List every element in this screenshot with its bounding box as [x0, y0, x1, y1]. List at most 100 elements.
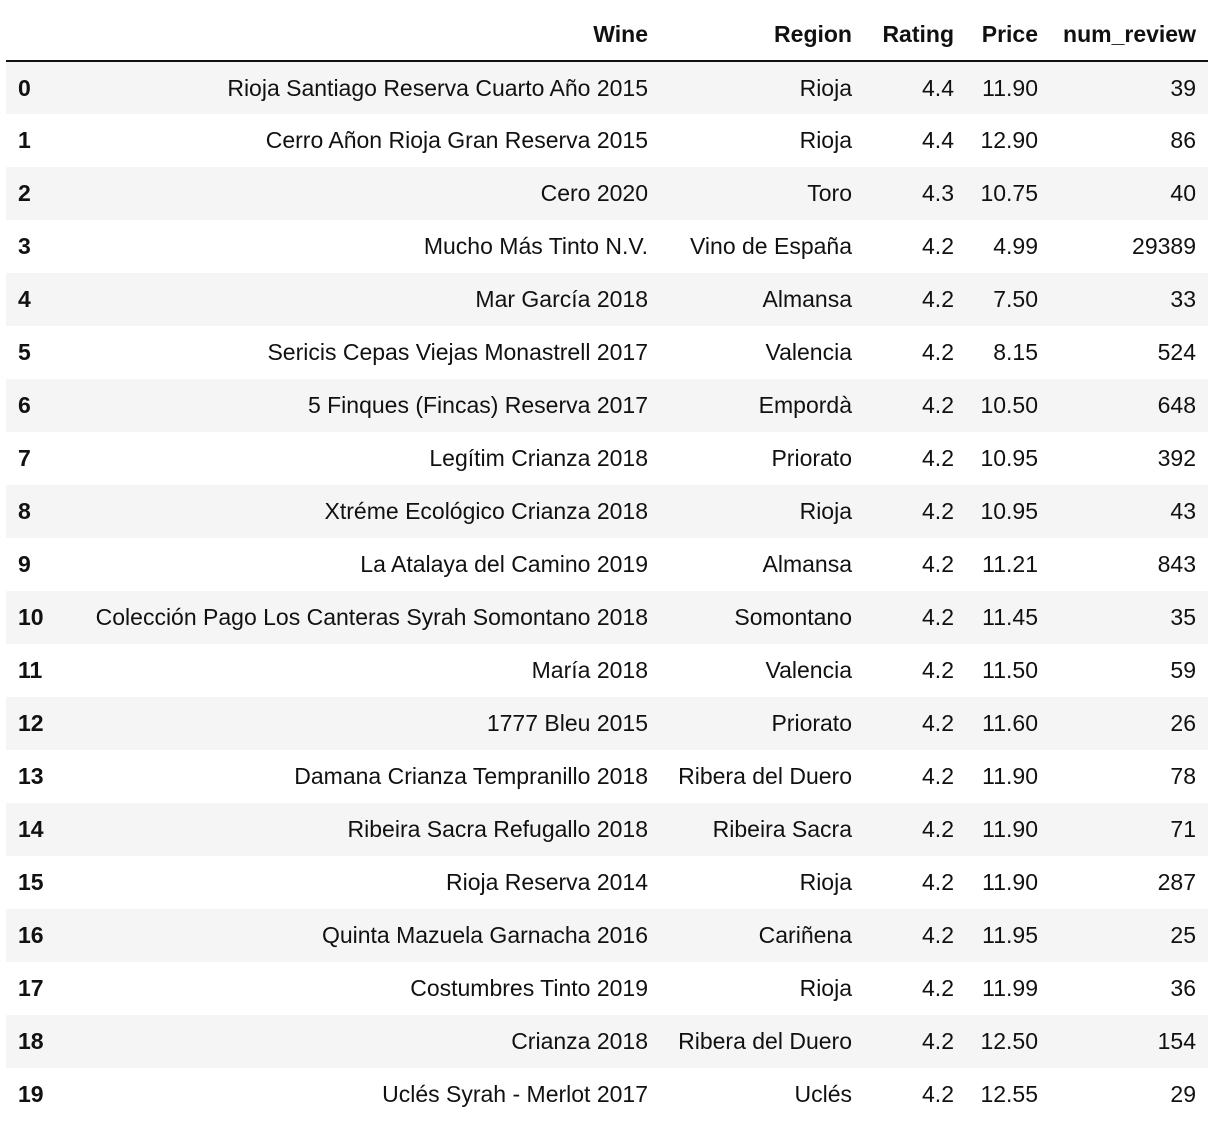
cell-region: Priorato [771, 710, 852, 736]
cell-wine: Cero 2020 [540, 180, 648, 206]
table-row: 6 5 Finques (Fincas) Reserva 2017 Empordà 4… [6, 379, 1208, 432]
cell-wine: 1777 Bleu 2015 [486, 710, 648, 736]
cell-num-review: 39 [1170, 74, 1196, 101]
cell-price: 4.99 [993, 233, 1038, 259]
row-index: 2 [18, 180, 31, 206]
cell-region: Toro [807, 180, 852, 206]
cell-rating: 4.2 [922, 710, 954, 736]
cell-region: Ribera del Duero [678, 1028, 852, 1054]
cell-wine: Cerro Añon Rioja Gran Reserva 2015 [265, 127, 648, 153]
cell-num-review: 33 [1170, 286, 1196, 312]
cell-rating: 4.2 [922, 551, 954, 577]
cell-num-review: 154 [1157, 1028, 1196, 1054]
table-row: 16 Quinta Mazuela Garnacha 2016 Cariñena 4.… [6, 909, 1208, 962]
cell-region: Rioja [799, 127, 852, 153]
cell-price: 8.15 [993, 339, 1038, 365]
table-row: 2 Cero 2020 Toro 4.3 10.75 40 [6, 167, 1208, 220]
cell-num-review: 35 [1170, 604, 1196, 630]
cell-region: Rioja [799, 498, 852, 524]
cell-price: 10.95 [980, 445, 1038, 471]
cell-region: Somontano [734, 604, 852, 630]
cell-price: 11.90 [982, 74, 1038, 101]
table-row: 11 María 2018 Valencia 4.2 11.50 59 [6, 644, 1208, 697]
table-body: 0 Rioja Santiago Reserva Cuarto Año 2015 R… [6, 61, 1208, 1121]
cell-region: Rioja [799, 869, 852, 895]
cell-region: Almansa [762, 286, 852, 312]
row-index: 4 [18, 286, 31, 312]
cell-wine: Crianza 2018 [511, 1028, 648, 1054]
cell-num-review: 78 [1170, 763, 1196, 789]
wine-table: Wine Region Rating Price num_review 0 Rio… [6, 8, 1208, 1121]
table-header: Wine Region Rating Price num_review [6, 8, 1208, 62]
cell-wine: 5 Finques (Fincas) Reserva 2017 [307, 392, 648, 418]
cell-price: 10.50 [980, 392, 1038, 418]
cell-region: Rioja [799, 975, 852, 1001]
cell-wine: Legítim Crianza 2018 [429, 445, 648, 471]
column-header-region: Region [660, 8, 864, 62]
cell-wine: Mar García 2018 [475, 286, 648, 312]
column-header-num-review: num_review [1050, 8, 1208, 62]
cell-price: 10.75 [980, 180, 1038, 206]
cell-num-review: 36 [1170, 975, 1196, 1001]
table-row: 0 Rioja Santiago Reserva Cuarto Año 2015 R… [6, 61, 1208, 114]
dataframe-output: Wine Region Rating Price num_review 0 Rio… [6, 8, 1208, 1121]
cell-region: Valencia [765, 657, 852, 683]
cell-rating: 4.2 [922, 816, 954, 842]
cell-wine: María 2018 [531, 657, 648, 683]
column-header-price: Price [966, 8, 1050, 62]
row-index: 17 [18, 975, 44, 1001]
cell-num-review: 40 [1170, 180, 1196, 206]
cell-rating: 4.2 [922, 286, 954, 312]
table-row: 12 1777 Bleu 2015 Priorato 4.2 11.60 26 [6, 697, 1208, 750]
cell-price: 11.90 [982, 763, 1038, 789]
column-header-rating: Rating [864, 8, 966, 62]
cell-region: Priorato [771, 445, 852, 471]
table-row: 17 Costumbres Tinto 2019 Rioja 4.2 11.99 36 [6, 962, 1208, 1015]
cell-price: 10.95 [980, 498, 1038, 524]
cell-price: 12.90 [980, 127, 1038, 153]
cell-region: Vino de España [690, 233, 852, 259]
cell-wine: Ribeira Sacra Refugallo 2018 [347, 816, 648, 842]
cell-rating: 4.2 [922, 392, 954, 418]
cell-price: 11.90 [982, 869, 1038, 895]
table-row: 10 Colección Pago Los Canteras Syrah Somo… [6, 591, 1208, 644]
table-row: 15 Rioja Reserva 2014 Rioja 4.2 11.90 287 [6, 856, 1208, 909]
row-index: 12 [18, 710, 44, 736]
table-row: 7 Legítim Crianza 2018 Priorato 4.2 10.95 392 [6, 432, 1208, 485]
cell-price: 11.45 [982, 604, 1038, 630]
table-row: 4 Mar García 2018 Almansa 4.2 7.50 33 [6, 273, 1208, 326]
cell-region: Rioja [799, 74, 852, 101]
table-row: 18 Crianza 2018 Ribera del Duero 4.2 12.50 15… [6, 1015, 1208, 1068]
cell-price: 11.99 [982, 975, 1038, 1001]
table-row: 1 Cerro Añon Rioja Gran Reserva 2015 Rioja… [6, 114, 1208, 167]
row-index: 8 [18, 498, 31, 524]
cell-price: 11.90 [982, 816, 1038, 842]
cell-num-review: 843 [1157, 551, 1196, 577]
column-header-wine: Wine [56, 8, 660, 62]
cell-wine: Rioja Santiago Reserva Cuarto Año 2015 [227, 74, 648, 101]
row-index: 1 [18, 127, 31, 153]
cell-rating: 4.2 [922, 922, 954, 948]
cell-price: 11.50 [982, 657, 1038, 683]
cell-wine: Rioja Reserva 2014 [445, 869, 648, 895]
cell-price: 12.55 [980, 1081, 1038, 1107]
row-index: 7 [18, 445, 31, 471]
cell-wine: Mucho Más Tinto N.V. [423, 233, 648, 259]
row-index: 18 [18, 1028, 44, 1054]
cell-rating: 4.2 [922, 233, 954, 259]
table-row: 14 Ribeira Sacra Refugallo 2018 Ribeira Sa… [6, 803, 1208, 856]
cell-num-review: 86 [1170, 127, 1196, 153]
cell-num-review: 392 [1157, 445, 1196, 471]
cell-num-review: 29 [1170, 1081, 1196, 1107]
cell-num-review: 524 [1157, 339, 1196, 365]
cell-rating: 4.2 [922, 445, 954, 471]
row-index: 0 [18, 74, 31, 101]
cell-wine: Damana Crianza Tempranillo 2018 [294, 763, 648, 789]
cell-rating: 4.2 [922, 339, 954, 365]
cell-wine: Uclés Syrah - Merlot 2017 [382, 1081, 648, 1107]
row-index: 19 [18, 1081, 44, 1107]
cell-rating: 4.4 [922, 127, 954, 153]
cell-region: Almansa [762, 551, 852, 577]
cell-num-review: 26 [1170, 710, 1196, 736]
cell-price: 11.95 [982, 922, 1038, 948]
